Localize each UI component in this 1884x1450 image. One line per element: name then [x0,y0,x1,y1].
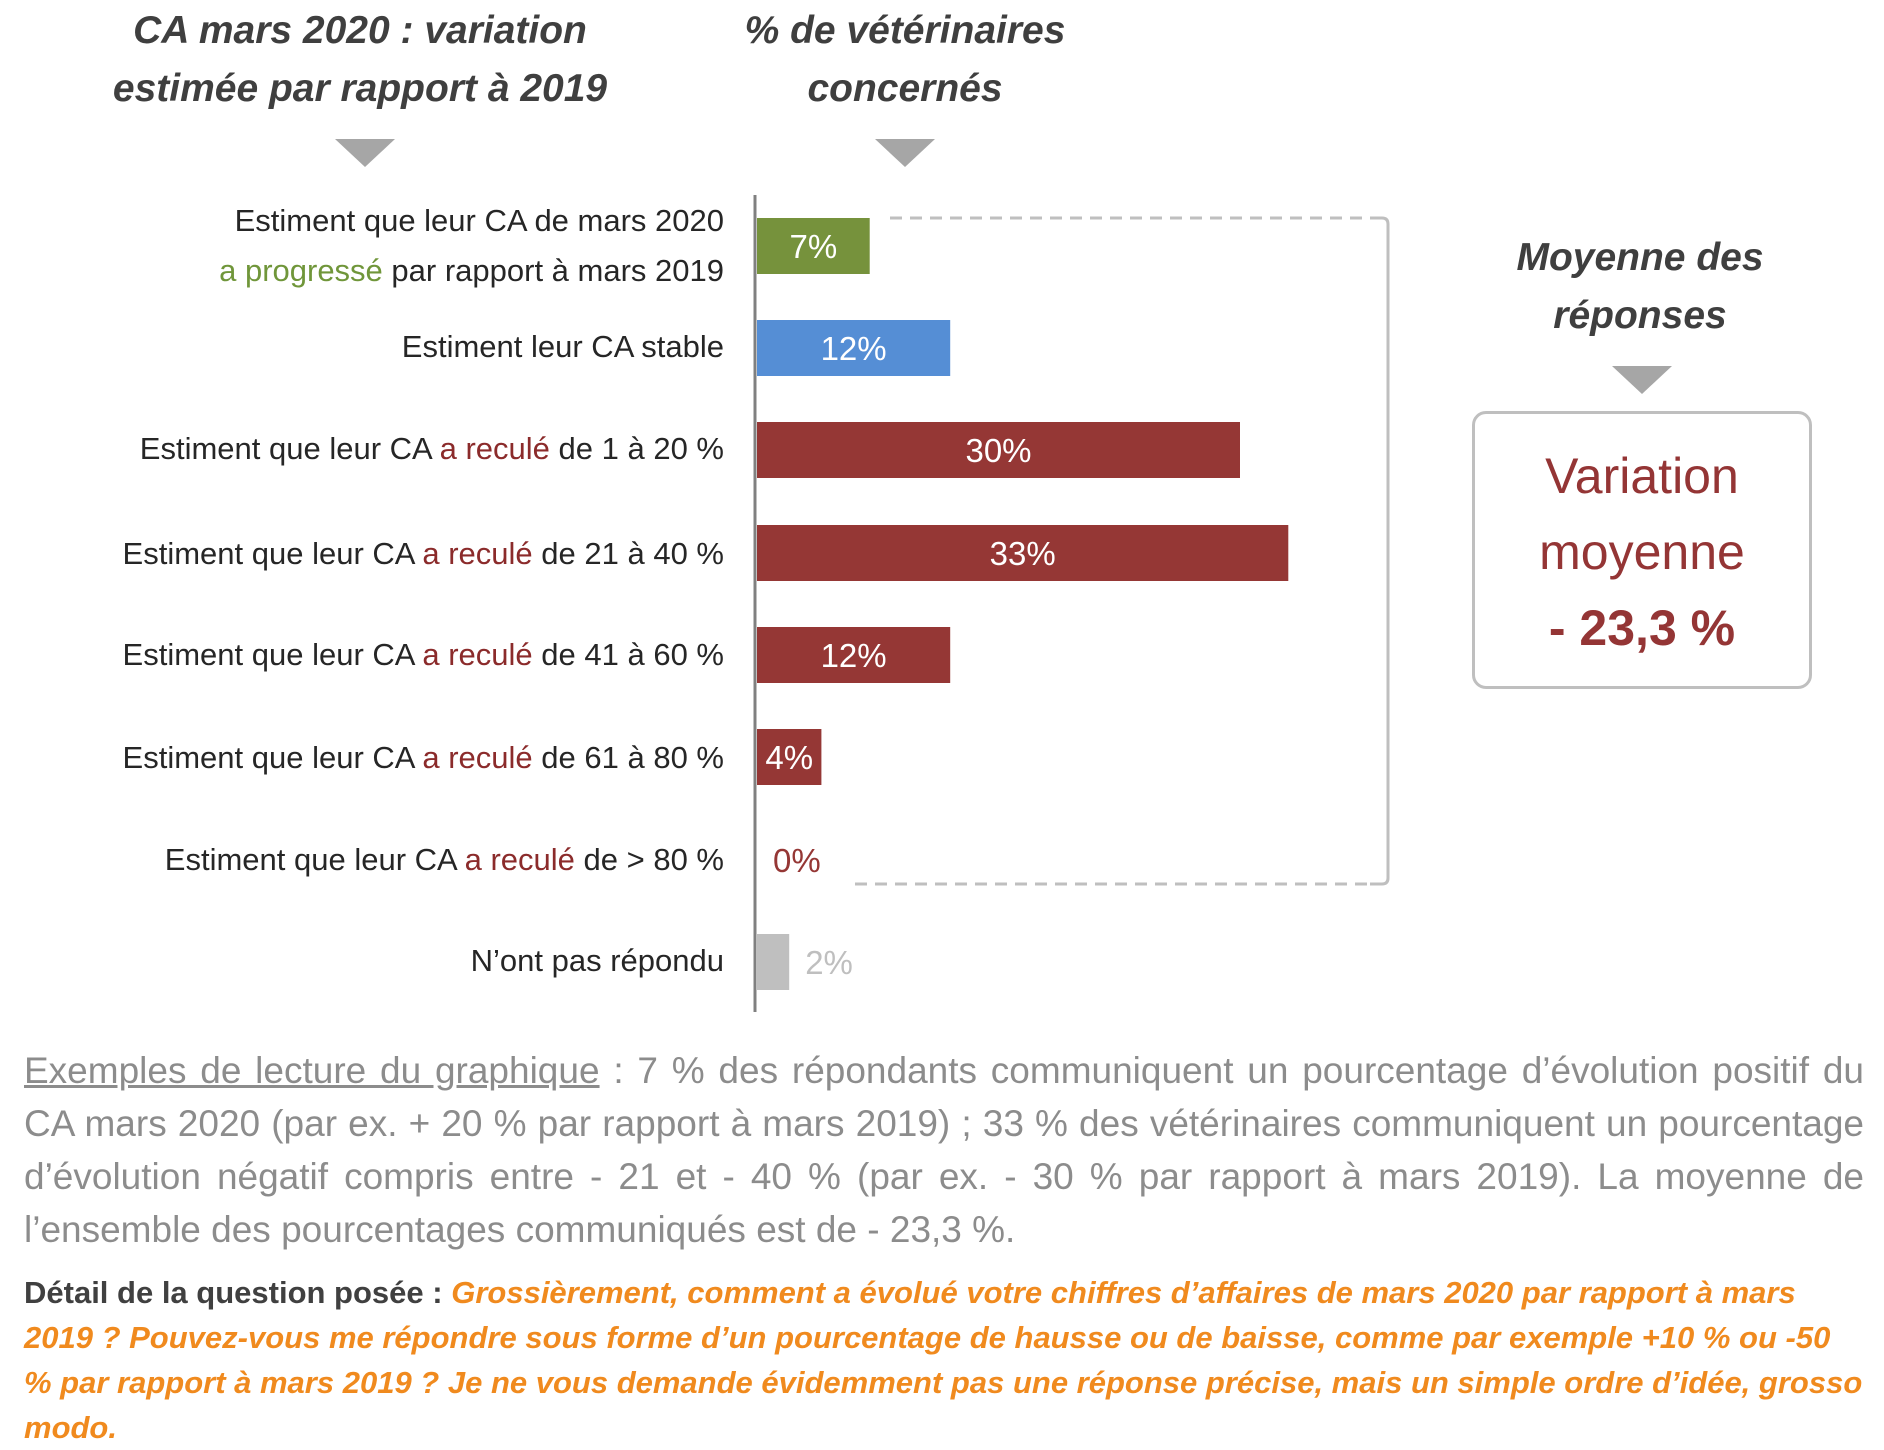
category-accent: a progressé [219,253,383,288]
category-label-post: par rapport à mars 2019 [382,253,724,288]
average-box: Variation moyenne - 23,3 % [1472,411,1812,689]
header-average: Moyenne des réponses [1440,229,1840,345]
category-label-no-answer: N’ont pas répondu [471,936,724,986]
bar-value-label-1: 12% [821,330,887,367]
bar-value-label-3: 33% [990,535,1056,572]
category-accent: a reculé [422,637,533,672]
bar-value-label-7: 2% [805,944,853,981]
bar-value-label-0: 7% [789,228,837,265]
bracket [855,216,1390,886]
question-text: Grossièrement, comment a évolué votre ch… [24,1275,1863,1445]
question-lead: Détail de la question posée : [24,1275,452,1310]
bar-value-label-5: 4% [765,739,813,776]
bar-1 [757,320,951,376]
reading-example: Exemples de lecture du graphique : 7 % d… [24,1044,1864,1256]
bar-5 [757,729,822,785]
bar-value-label-2: 30% [965,432,1031,469]
bracket-right [1370,216,1390,886]
bar-3 [757,525,1289,581]
bar-2 [757,422,1240,478]
header-variation-line1: CA mars 2020 : variation [133,9,587,52]
category-label-line1: Estiment que leur CA de mars 2020 [234,203,724,238]
category-label-text: N’ont pas répondu [470,943,724,978]
category-label-pre: Estiment que leur CA [139,431,440,466]
bar-4 [757,627,951,683]
category-label-21-40: Estiment que leur CA a reculé de 21 à 40… [123,529,724,579]
average-value: - 23,3 % [1548,600,1736,656]
header-percent-vets-line1: % de vétérinaires [744,9,1066,52]
category-label-1-20: Estiment que leur CA a reculé de 1 à 20 … [140,424,724,474]
average-label-line2: moyenne [1539,524,1745,580]
category-label-post: de > 80 % [574,842,724,877]
category-label-over-80: Estiment que leur CA a reculé de > 80 % [165,835,724,885]
bars-group: 7% 12% 30% 33% 12% 4% 0% 2% [757,218,1289,990]
category-label-post: de 21 à 40 % [532,536,724,571]
arrow-down-icon [335,139,395,167]
reading-title: Exemples de lecture du graphique [24,1050,600,1091]
header-variation-line2: estimée par rapport à 2019 [112,67,608,110]
arrow-down-icon [875,139,935,167]
bar-chart: 7% 12% 30% 33% 12% 4% 0% 2% [753,195,1390,1012]
category-accent: a reculé [464,842,575,877]
category-label-text: Estiment leur CA stable [401,329,724,364]
category-label-line2: a progressé par rapport à mars 2019 [219,246,724,296]
bar-value-label-6: 0% [773,842,821,879]
category-accent: a reculé [439,431,550,466]
header-average-line1: Moyenne des [1516,236,1764,279]
category-label-41-60: Estiment que leur CA a reculé de 41 à 60… [123,630,724,680]
category-label-pre: Estiment que leur CA [122,536,423,571]
header-average-line2: réponses [1553,294,1727,337]
arrow-down-icon [1612,366,1672,394]
header-percent-vets: % de vétérinaires concernés [680,2,1130,118]
bar-7 [757,934,790,990]
category-label-pre: Estiment que leur CA [122,637,423,672]
average-label-line1: Variation [1545,448,1739,504]
category-label-post: de 41 à 60 % [532,637,724,672]
category-label-stable: Estiment leur CA stable [402,322,724,372]
category-label-post: de 1 à 20 % [549,431,724,466]
header-percent-vets-line2: concernés [807,67,1003,110]
category-label-pre: Estiment que leur CA [164,842,465,877]
question-detail: Détail de la question posée : Grossièrem… [24,1270,1864,1450]
category-accent: a reculé [422,536,533,571]
bar-value-label-4: 12% [821,637,887,674]
category-label-progressed: Estiment que leur CA de mars 2020 a prog… [219,196,724,296]
category-label-post: de 61 à 80 % [532,740,724,775]
category-label-61-80: Estiment que leur CA a reculé de 61 à 80… [123,733,724,783]
category-label-pre: Estiment que leur CA [122,740,423,775]
reading-text: : 7 % des répondants communiquent un pou… [24,1050,1864,1250]
category-accent: a reculé [422,740,533,775]
header-variation: CA mars 2020 : variation estimée par rap… [40,2,680,118]
bar-0 [757,218,870,274]
